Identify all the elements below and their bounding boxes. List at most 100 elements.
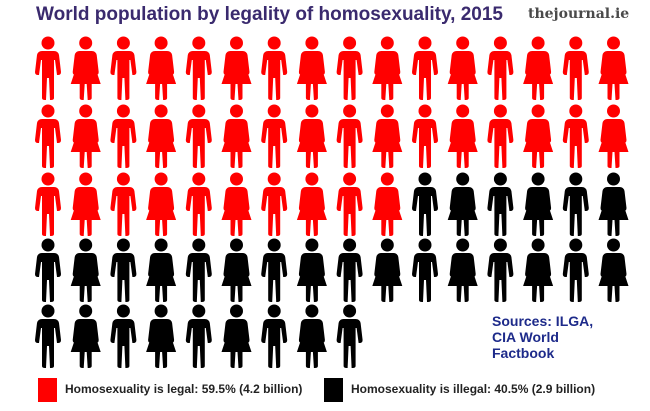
person-icon-illegal — [487, 172, 514, 236]
person-icon-legal — [185, 172, 212, 236]
person-icon-illegal — [562, 238, 589, 302]
person-icon-body — [412, 187, 438, 236]
person-icon-body — [185, 253, 212, 302]
person-icon-head — [531, 104, 545, 118]
person-icon-legal — [35, 104, 61, 168]
person-icon-head — [305, 238, 319, 252]
person-icon-legal — [185, 104, 212, 168]
person-icon-illegal — [110, 304, 137, 368]
person-icon-head — [493, 172, 507, 186]
person-icon-body — [221, 187, 252, 236]
person-icon-body — [296, 119, 327, 168]
person-icon-head — [116, 104, 130, 118]
person-icon-body — [70, 51, 101, 100]
person-icon-legal — [598, 104, 629, 168]
person-icon-head — [380, 238, 394, 252]
person-icon-body — [447, 253, 478, 302]
person-icon-body — [372, 51, 403, 100]
person-icon-head — [607, 104, 620, 118]
person-icon-head — [569, 172, 583, 186]
person-icon-legal — [296, 36, 327, 100]
person-icon-illegal — [598, 172, 629, 236]
person-icon-body — [412, 253, 438, 302]
person-icon-head — [305, 304, 319, 318]
person-icon-body — [412, 51, 438, 100]
person-icon-body — [523, 119, 554, 168]
person-icon-head — [230, 172, 243, 186]
person-icon-head — [569, 36, 583, 50]
person-icon-head — [192, 172, 206, 186]
person-icon-body — [523, 187, 554, 236]
person-icon-head — [493, 238, 507, 252]
person-icon-body — [523, 253, 554, 302]
person-icon-legal — [412, 36, 438, 100]
brand-logo: thejournal.ie — [528, 6, 630, 22]
person-icon-head — [569, 104, 583, 118]
person-icon-body — [336, 51, 363, 100]
person-icon-illegal — [598, 238, 629, 302]
person-icon-illegal — [296, 238, 327, 302]
person-icon-illegal — [146, 238, 177, 302]
person-icon-body — [146, 187, 177, 236]
person-icon-illegal — [261, 304, 288, 368]
person-icon-legal — [35, 36, 61, 100]
person-icon-body — [562, 253, 589, 302]
legend-label-legal: Homosexuality is legal: 59.5% (4.2 billi… — [65, 382, 303, 396]
person-icon-body — [221, 253, 252, 302]
person-icon-head — [41, 36, 55, 50]
person-icon-head — [531, 36, 545, 50]
person-icon-head — [267, 238, 281, 252]
person-icon-head — [116, 36, 130, 50]
person-icon-body — [221, 119, 252, 168]
legend-label-illegal: Homosexuality is illegal: 40.5% (2.9 bil… — [351, 382, 596, 396]
person-icon-head — [343, 104, 357, 118]
person-icon-illegal — [221, 304, 252, 368]
person-icon-head — [607, 36, 620, 50]
person-icon-head — [41, 304, 55, 318]
person-icon-legal — [70, 172, 101, 236]
person-icon-illegal — [523, 238, 554, 302]
person-icon-body — [70, 187, 101, 236]
person-icon-legal — [70, 36, 101, 100]
person-icon-body — [296, 51, 327, 100]
person-icon-head — [267, 36, 281, 50]
person-icon-head — [456, 36, 470, 50]
person-icon-body — [221, 51, 252, 100]
person-icon-legal — [146, 172, 177, 236]
person-icon-body — [562, 187, 589, 236]
person-icon-illegal — [447, 238, 478, 302]
person-icon-head — [192, 36, 206, 50]
person-icon-body — [562, 51, 589, 100]
person-icon-head — [192, 304, 206, 318]
person-icon-body — [412, 119, 438, 168]
person-icon-body — [487, 187, 514, 236]
person-icon-body — [110, 119, 137, 168]
person-icon-body — [110, 51, 137, 100]
person-icon-body — [296, 187, 327, 236]
person-icon-head — [305, 36, 319, 50]
person-icon-illegal — [562, 172, 589, 236]
person-icon-legal — [562, 104, 589, 168]
person-icon-head — [418, 172, 432, 186]
person-icon-legal — [110, 172, 137, 236]
person-icon-head — [230, 238, 243, 252]
person-icon-illegal — [412, 238, 438, 302]
person-icon-body — [372, 253, 403, 302]
chart-title: World population by legality of homosexu… — [36, 4, 503, 25]
person-icon-head — [418, 104, 432, 118]
person-icon-head — [79, 172, 93, 186]
person-icon-body — [35, 119, 61, 168]
person-icon-legal — [146, 104, 177, 168]
sources-line: CIA World — [492, 329, 559, 345]
person-icon-head — [380, 104, 394, 118]
person-icon-head — [267, 304, 281, 318]
person-icon-head — [192, 104, 206, 118]
person-icon-head — [493, 36, 507, 50]
person-icon-legal — [70, 104, 101, 168]
person-icon-illegal — [372, 238, 403, 302]
person-icon-body — [261, 253, 288, 302]
person-icon-body — [523, 51, 554, 100]
person-icon-illegal — [261, 238, 288, 302]
person-icon-illegal — [336, 238, 363, 302]
person-icon-body — [447, 119, 478, 168]
